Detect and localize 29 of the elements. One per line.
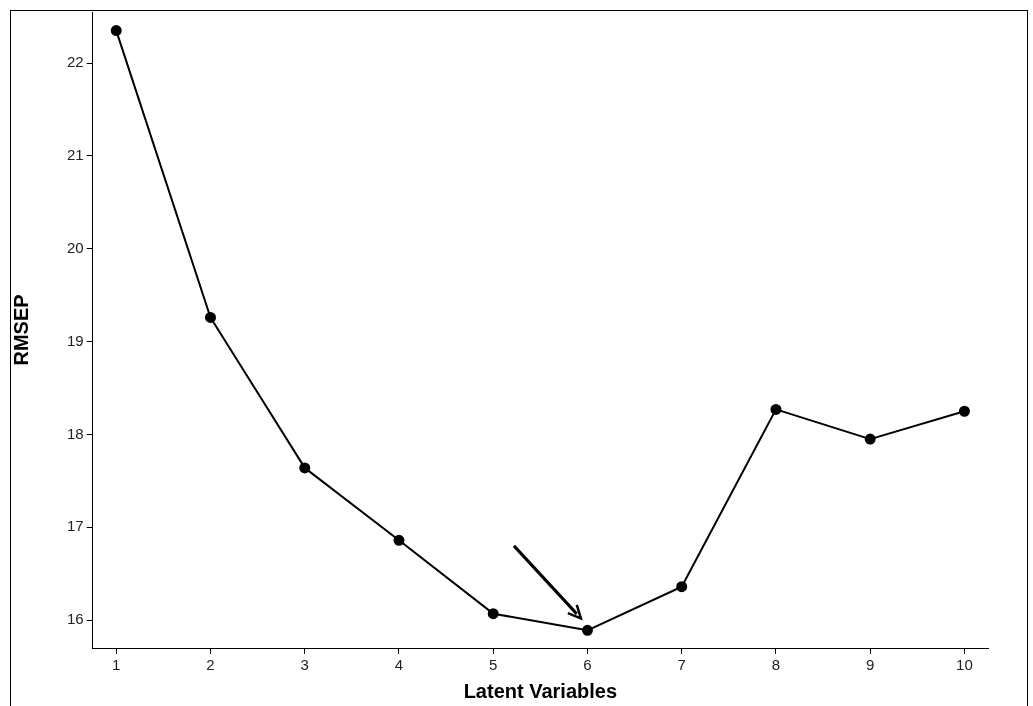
point bbox=[676, 581, 688, 593]
x-tick-label: 1 bbox=[112, 656, 121, 674]
point bbox=[770, 403, 782, 415]
point bbox=[204, 311, 216, 323]
x-tick-label: 5 bbox=[489, 656, 498, 674]
x-tick-label: 2 bbox=[206, 656, 215, 674]
x-tick-label: 8 bbox=[771, 656, 781, 674]
x-tick-label: 3 bbox=[300, 656, 309, 674]
x-tick-label: 7 bbox=[677, 656, 686, 674]
point bbox=[393, 534, 405, 546]
point bbox=[958, 405, 970, 417]
x-tick-label: 6 bbox=[583, 656, 592, 674]
point bbox=[299, 462, 311, 474]
y-tick-label: 22 bbox=[67, 53, 84, 71]
y-tick-label: 20 bbox=[67, 238, 84, 256]
y-tick-label: 17 bbox=[67, 517, 84, 535]
x-axis-title: Latent Variables bbox=[463, 679, 618, 702]
point bbox=[864, 433, 876, 445]
y-tick-label: 21 bbox=[67, 146, 84, 164]
y-tick-label: 18 bbox=[67, 424, 84, 442]
y-axis-title: RMSEP bbox=[9, 294, 32, 366]
y-tick-label: 16 bbox=[67, 610, 84, 628]
x-tick-label: 9 bbox=[866, 656, 875, 674]
point bbox=[110, 25, 122, 37]
point bbox=[581, 624, 593, 636]
point bbox=[487, 608, 499, 620]
x-tick-label: 4 bbox=[394, 656, 404, 674]
x-tick-label: 10 bbox=[956, 656, 973, 674]
y-tick-label: 19 bbox=[67, 331, 84, 349]
